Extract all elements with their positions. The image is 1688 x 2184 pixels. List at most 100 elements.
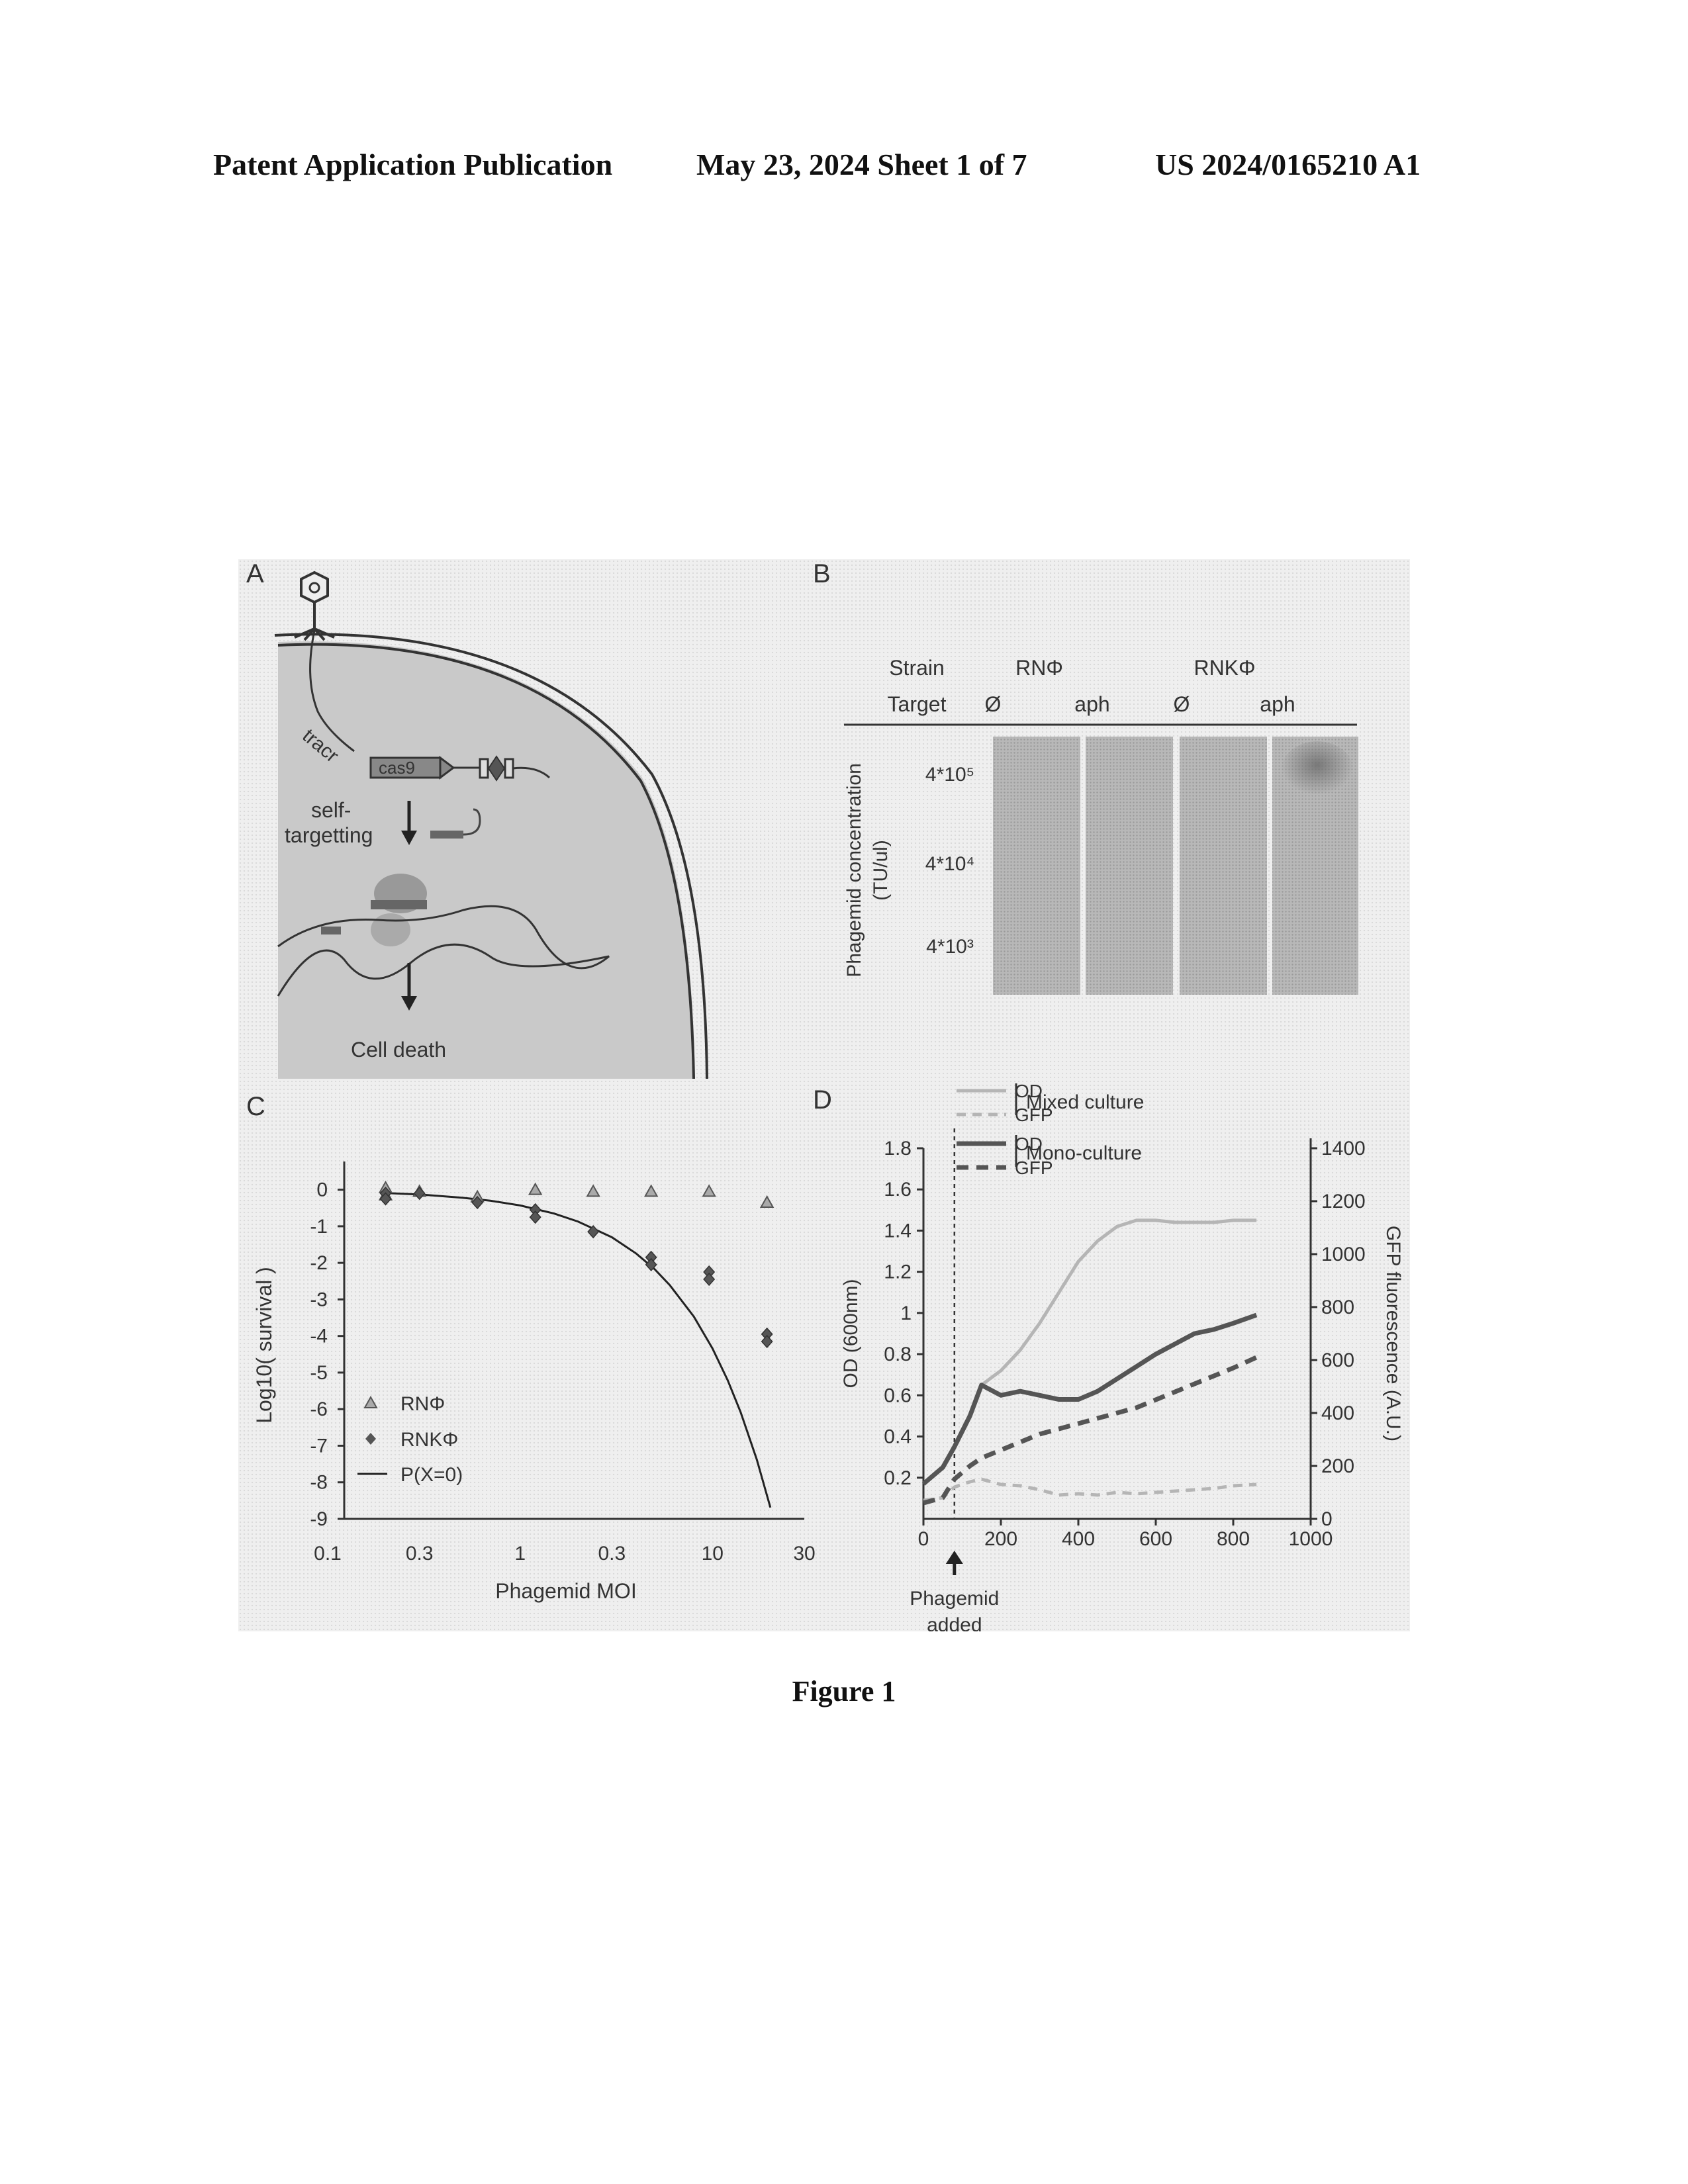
c-x-tick-label: 0.1	[314, 1543, 342, 1565]
d-y-tick-label: 1.6	[884, 1179, 912, 1201]
target-header: Target	[888, 692, 947, 716]
d-x-tick-label: 0	[918, 1528, 929, 1550]
crispr-repeat-1	[480, 759, 488, 778]
row-label-3: 4*10³	[926, 936, 974, 958]
header-publication-number: US 2024/0165210 A1	[1155, 147, 1421, 182]
c-y-tick-label: -5	[310, 1362, 328, 1384]
c-y-tick-label: -3	[310, 1289, 328, 1310]
d-y2-tick-label: 1000	[1321, 1244, 1366, 1265]
c-point-rn	[703, 1185, 715, 1196]
d-x-tick-label: 1000	[1289, 1528, 1333, 1550]
d-y2-axis-label: GFP fluorescence (A.U.)	[1382, 1226, 1404, 1441]
b-ylabel-1: Phagemid concentration	[843, 763, 865, 978]
c-point-rnk	[704, 1273, 714, 1285]
panel-a-label: A	[246, 559, 264, 588]
d-y2-tick-label: 1200	[1321, 1191, 1366, 1212]
d-x-tick-label: 200	[984, 1528, 1017, 1550]
header-publication-type: Patent Application Publication	[213, 147, 612, 182]
c-y-tick-label: 0	[316, 1179, 328, 1201]
c-point-rnk	[414, 1187, 425, 1199]
c-y-tick-label: -1	[310, 1216, 328, 1238]
d-y-tick-label: 0.2	[884, 1467, 912, 1489]
d-y-tick-label: 1.2	[884, 1261, 912, 1283]
d-y2-tick-label: 200	[1321, 1455, 1354, 1477]
d-y-tick-label: 1.8	[884, 1138, 912, 1160]
d-series-solid-light	[923, 1220, 1256, 1484]
c-series-px0-line	[385, 1193, 770, 1508]
c-legend-rnk: RNKΦ	[400, 1429, 458, 1451]
target-label-3: Ø	[1174, 692, 1190, 716]
d-annotation-2: added	[927, 1614, 982, 1631]
c-y-tick-label: -2	[310, 1252, 328, 1274]
cell-death-label: Cell death	[351, 1038, 446, 1062]
panel-d-label: D	[813, 1085, 832, 1115]
panel-b-label: B	[813, 559, 831, 588]
figure-caption: Figure 1	[0, 1674, 1688, 1708]
c-x-tick-label: 0.3	[406, 1543, 434, 1565]
c-point-rn	[530, 1184, 541, 1195]
c-x-axis-label: Phagemid MOI	[495, 1579, 636, 1603]
c-point-rnk	[530, 1211, 541, 1223]
row-label-2: 4*10⁴	[925, 853, 975, 875]
spot-assay-panel: Strain Target RNΦ RNKΦ Ø aph Ø aph Phage…	[843, 656, 1358, 995]
chart-c: 0-1-2-3-4-5-6-7-8-90.10.310.31030Phagemi…	[252, 1161, 816, 1603]
c-legend: RNΦ RNKΦ P(X=0)	[357, 1393, 463, 1486]
d-legend-group-mono: Mono-culture	[1026, 1142, 1142, 1164]
d-y-tick-label: 0.4	[884, 1426, 912, 1448]
strain-label-rnk: RNKΦ	[1194, 656, 1255, 680]
d-y2-tick-label: 600	[1321, 1349, 1354, 1371]
d-y-tick-label: 1	[900, 1302, 912, 1324]
strain-label-rn: RNΦ	[1015, 656, 1063, 680]
d-y2-tick-label: 0	[1321, 1508, 1333, 1530]
d-y2-tick-label: 400	[1321, 1402, 1354, 1424]
cell-diagram: tracr cas9 self- targetting Cell death	[275, 572, 707, 1079]
d-arrow-head-icon	[946, 1551, 963, 1564]
c-y-tick-label: -7	[310, 1435, 328, 1457]
d-y-tick-label: 0.8	[884, 1343, 912, 1365]
c-x-tick-label: 10	[702, 1543, 724, 1565]
plate-column-3	[1180, 737, 1267, 995]
d-annotation-1: Phagemid	[910, 1588, 999, 1610]
header-date-sheet: May 23, 2024 Sheet 1 of 7	[696, 147, 1027, 182]
plate-spot	[1281, 741, 1354, 801]
plate-column-1	[993, 737, 1080, 995]
c-legend-marker-rnk	[365, 1433, 376, 1445]
c-y-tick-label: -6	[310, 1398, 328, 1420]
d-legend-group-mixed: Mixed culture	[1026, 1091, 1144, 1113]
d-x-tick-label: 800	[1217, 1528, 1250, 1550]
d-y-tick-label: 0.6	[884, 1385, 912, 1406]
c-legend-px0: P(X=0)	[400, 1464, 463, 1486]
d-x-tick-label: 600	[1139, 1528, 1172, 1550]
c-x-tick-label: 0.3	[598, 1543, 626, 1565]
c-legend-marker-rn	[365, 1397, 377, 1408]
crispr-repeat-2	[505, 759, 513, 778]
c-legend-rn: RNΦ	[400, 1393, 445, 1415]
c-point-rn	[587, 1185, 599, 1196]
d-y-tick-label: 1.4	[884, 1220, 912, 1242]
d-legend: ODGFPODGFPMixed cultureMono-culture	[957, 1081, 1144, 1178]
d-y-axis-label: OD (600nm)	[840, 1279, 862, 1388]
c-y-tick-label: -8	[310, 1472, 328, 1494]
guide-rna-icon	[430, 831, 463, 839]
plate-column-2	[1086, 737, 1173, 995]
target-label-4: aph	[1260, 692, 1295, 716]
cell-cytoplasm	[278, 641, 695, 1079]
d-x-tick-label: 400	[1062, 1528, 1095, 1550]
figure-area: A tracr cas9 self- targetting	[238, 559, 1410, 1631]
d-y2-tick-label: 800	[1321, 1297, 1354, 1318]
c-point-rnk	[762, 1336, 773, 1347]
c-point-rn	[761, 1197, 773, 1207]
target-label-1: Ø	[985, 692, 1002, 716]
d-series-solid-dark	[923, 1315, 1256, 1484]
self-targetting-label-1: self-	[311, 798, 351, 822]
row-label-1: 4*10⁵	[925, 764, 974, 786]
c-y-tick-label: -9	[310, 1508, 328, 1530]
cas9-label: cas9	[379, 758, 415, 778]
b-ylabel-2: (TU/ul)	[870, 840, 892, 901]
chart-d: 0.2 0.4 0.6 0.8 1 1.2 1.4 1.6 1.8 0 200 400 600 800 10…	[840, 1081, 1404, 1631]
d-series-dashed-light	[923, 1479, 1256, 1500]
target-label-2: aph	[1074, 692, 1109, 716]
strain-header: Strain	[889, 656, 945, 680]
self-targetting-label-2: targetting	[285, 823, 373, 847]
c-x-tick-label: 30	[793, 1543, 815, 1565]
